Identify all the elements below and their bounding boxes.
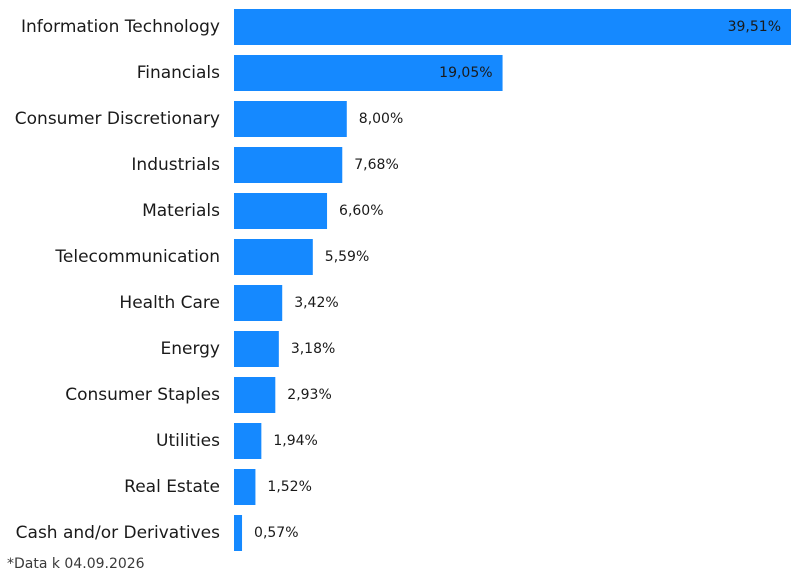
value-label-telecommunication: 5,59% (325, 249, 369, 265)
category-label-consumer-staples: Consumer Staples (65, 385, 220, 405)
bar-cash-and-or-derivatives (234, 515, 243, 551)
category-label-health-care: Health Care (119, 293, 220, 313)
category-label-information-technology: Information Technology (21, 17, 220, 37)
bar-financials (234, 55, 503, 91)
category-label-materials: Materials (142, 201, 220, 221)
bar-consumer-staples (234, 377, 276, 413)
category-label-telecommunication: Telecommunication (54, 247, 220, 267)
value-label-utilities: 1,94% (273, 433, 317, 449)
value-label-consumer-staples: 2,93% (287, 387, 331, 403)
value-label-real-estate: 1,52% (267, 479, 311, 495)
category-label-energy: Energy (160, 339, 220, 359)
value-label-consumer-discretionary: 8,00% (359, 111, 403, 127)
value-label-energy: 3,18% (291, 341, 335, 357)
bar-information-technology (234, 9, 791, 45)
category-label-industrials: Industrials (131, 155, 220, 175)
value-label-materials: 6,60% (339, 203, 383, 219)
bar-industrials (234, 147, 343, 183)
value-label-health-care: 3,42% (294, 295, 338, 311)
footnote: *Data k 04.09.2026 (7, 556, 145, 572)
bar-health-care (234, 285, 283, 321)
bar-materials (234, 193, 328, 229)
bar-utilities (234, 423, 262, 459)
value-label-cash-and-or-derivatives: 0,57% (254, 525, 298, 541)
category-label-utilities: Utilities (156, 431, 220, 451)
bar-real-estate (234, 469, 256, 505)
value-label-information-technology: 39,51% (728, 19, 781, 35)
category-label-cash-and-or-derivatives: Cash and/or Derivatives (16, 523, 220, 543)
category-label-real-estate: Real Estate (124, 477, 220, 497)
sector-bar-chart: Information Technology 39,51% Financials 19… (15, 9, 791, 551)
bar-telecommunication (234, 239, 313, 275)
value-label-industrials: 7,68% (354, 157, 398, 173)
value-label-financials: 19,05% (439, 65, 492, 81)
bar-energy (234, 331, 279, 367)
category-label-financials: Financials (137, 63, 220, 83)
category-label-consumer-discretionary: Consumer Discretionary (15, 109, 220, 129)
bar-consumer-discretionary (234, 101, 347, 137)
